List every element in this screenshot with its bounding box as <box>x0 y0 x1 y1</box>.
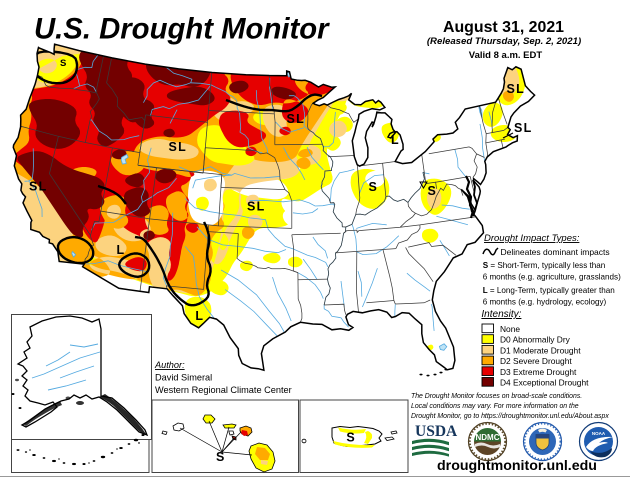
svg-text:S: S <box>60 58 68 69</box>
svg-text:S: S <box>369 180 379 194</box>
svg-text:Intensity:: Intensity: <box>481 309 521 320</box>
svg-text:None: None <box>500 324 520 334</box>
svg-text:SL: SL <box>514 121 533 135</box>
svg-text:August 31, 2021: August 31, 2021 <box>443 19 564 36</box>
svg-text:David Simeral: David Simeral <box>155 373 212 383</box>
svg-text:(Released Thursday, Sep. 2, 20: (Released Thursday, Sep. 2, 2021) <box>427 36 581 47</box>
svg-text:D1 Moderate Drought: D1 Moderate Drought <box>500 345 581 355</box>
svg-text:The Drought Monitor focuses on: The Drought Monitor focuses on broad-sca… <box>411 393 582 400</box>
svg-text:SL: SL <box>29 180 48 194</box>
svg-text:S = Short-Term, typically less: S = Short-Term, typically less than <box>483 261 606 270</box>
svg-text:SL: SL <box>507 82 526 96</box>
svg-text:Western Regional Climate Cente: Western Regional Climate Center <box>155 385 292 395</box>
svg-text:U.S. Drought Monitor: U.S. Drought Monitor <box>34 13 330 46</box>
svg-text:SL: SL <box>287 112 306 126</box>
svg-text:SL: SL <box>169 140 188 154</box>
svg-text:L = Long-Term, typically great: L = Long-Term, typically greater than <box>483 286 615 295</box>
svg-text:Drought Impact Types:: Drought Impact Types: <box>484 233 580 244</box>
svg-text:D4 Exceptional Drought: D4 Exceptional Drought <box>500 378 589 388</box>
svg-text:Local conditions may vary. For: Local conditions may vary. For more info… <box>411 403 579 410</box>
svg-text:NDMC: NDMC <box>476 433 500 442</box>
svg-text:Valid 8 a.m. EDT: Valid 8 a.m. EDT <box>469 50 543 61</box>
svg-text:S: S <box>216 450 226 464</box>
svg-text:USDA: USDA <box>415 423 458 440</box>
svg-text:SL: SL <box>247 200 266 214</box>
svg-text:NOAA: NOAA <box>592 431 606 436</box>
svg-text:L: L <box>117 243 126 257</box>
svg-text:L: L <box>391 133 400 147</box>
svg-text:Drought Monitor, go to https:/: Drought Monitor, go to https://droughtmo… <box>411 413 609 420</box>
svg-text:D2 Severe Drought: D2 Severe Drought <box>500 356 572 366</box>
svg-text:S: S <box>428 184 438 198</box>
svg-text:6 months (e.g. hydrology, ecol: 6 months (e.g. hydrology, ecology) <box>483 298 607 307</box>
svg-text:6 months (e.g. agriculture, gr: 6 months (e.g. agriculture, grasslands) <box>483 273 621 282</box>
svg-text:Delineates dominant impacts: Delineates dominant impacts <box>501 247 610 257</box>
svg-text:L: L <box>195 309 204 323</box>
svg-text:D3 Extreme Drought: D3 Extreme Drought <box>500 367 577 377</box>
svg-text:S: S <box>346 431 356 445</box>
svg-text:D0 Abnormally Dry: D0 Abnormally Dry <box>500 335 571 345</box>
svg-text:droughtmonitor.unl.edu: droughtmonitor.unl.edu <box>437 458 597 474</box>
svg-text:Author:: Author: <box>154 360 185 370</box>
